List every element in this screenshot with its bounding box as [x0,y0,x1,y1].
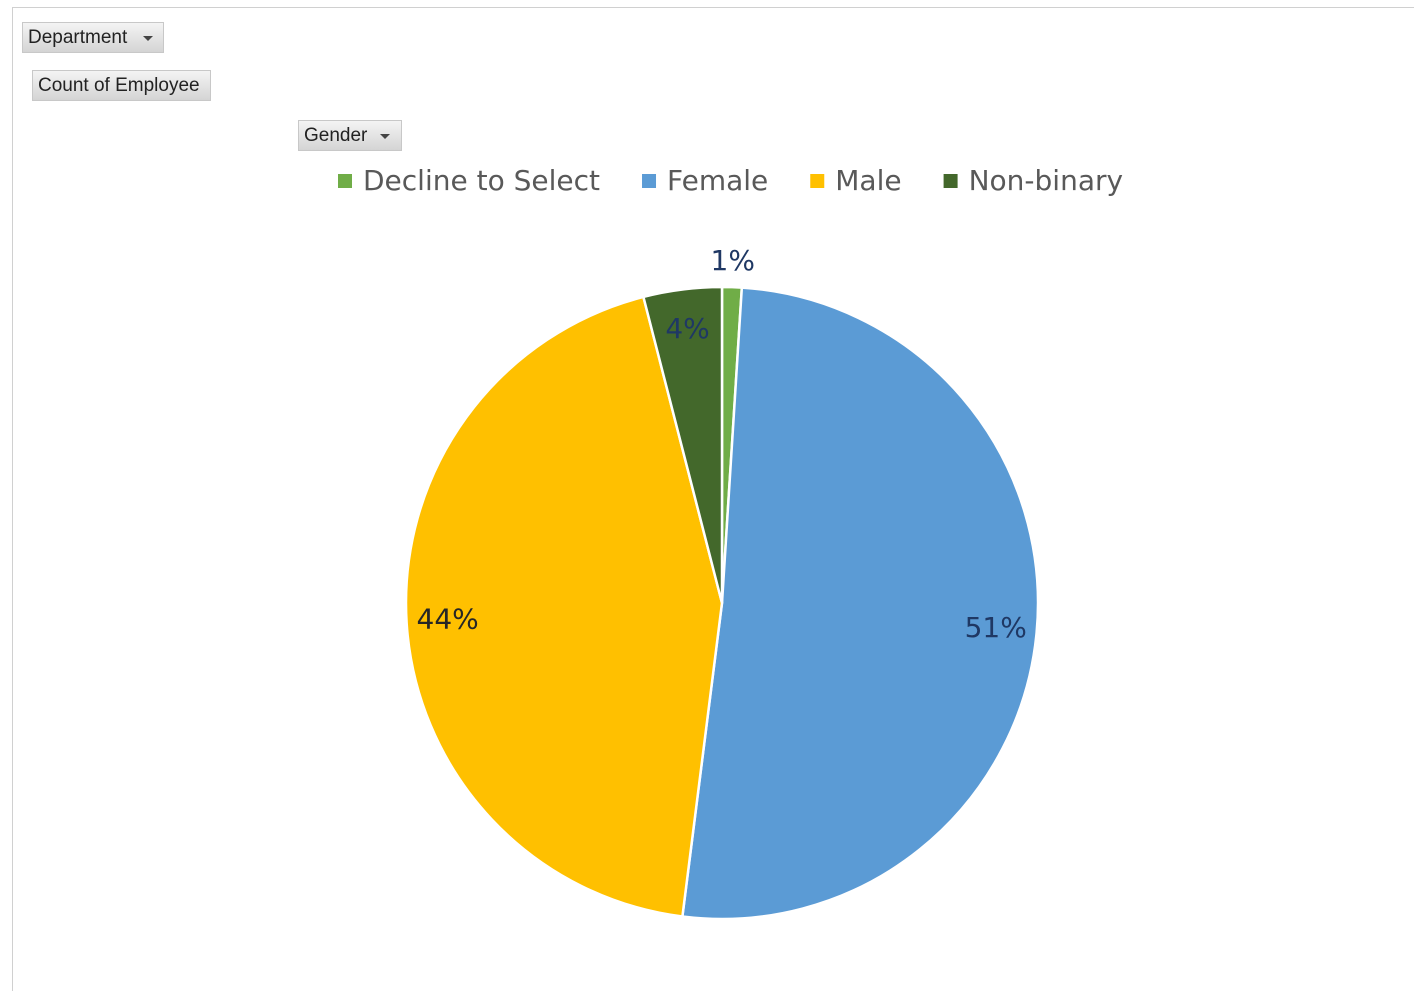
data-label: 1% [711,244,755,277]
pie-slice [404,295,724,918]
values-label: Count of Employee [38,75,200,96]
legend-field-button[interactable]: Gender [298,120,402,151]
legend-marker [810,174,825,188]
legend-label: Male [835,164,901,197]
values-button: Count of Employee [32,70,211,101]
legend-field-label: Gender [304,125,368,146]
dropdown-arrow [143,36,153,41]
data-label: 4% [665,312,709,345]
dropdown-arrow [380,134,390,139]
legend-marker [642,174,657,188]
legend-marker [943,174,958,188]
legend-label: Decline to Select [363,164,600,197]
filter-label: Department [28,27,128,48]
data-label: 44% [417,602,479,635]
pie-slice [641,285,724,604]
chart-area [12,7,1414,991]
data-label: 51% [965,611,1027,644]
filter-button[interactable]: Department [22,22,164,53]
legend-label: Non-binary [969,164,1123,197]
legend-marker [338,174,352,188]
legend-label: Female [667,164,768,197]
pie-slice [680,286,1040,921]
